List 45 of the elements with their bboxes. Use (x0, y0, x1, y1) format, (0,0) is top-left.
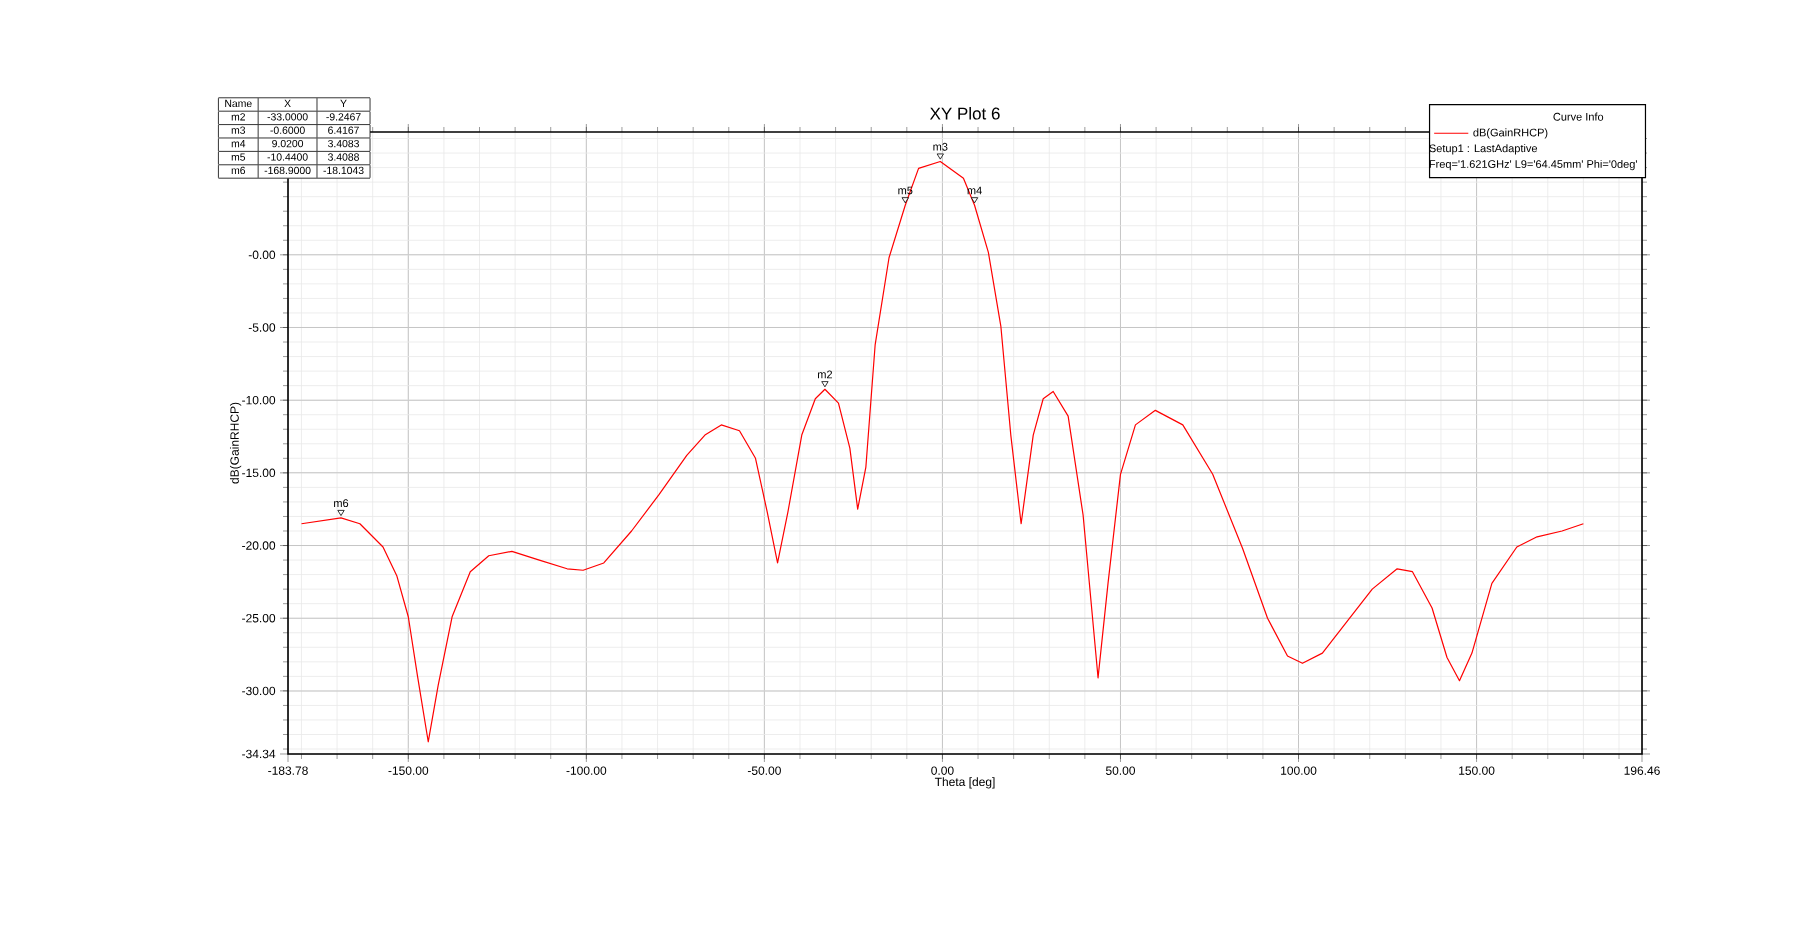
text: -9.2467 (326, 113, 361, 121)
annotation: m3 (933, 142, 948, 151)
x-tick-label: 50.00 (1105, 766, 1136, 775)
x-tick-label: -100.00 (566, 766, 607, 775)
y-tick-label: -15.00 (242, 468, 276, 478)
y-tick-label: -0.00 (248, 250, 276, 260)
annotation: -10.4400 (267, 153, 308, 161)
legend-title: Curve Info (1553, 112, 1604, 121)
text: -33.0000 (267, 113, 308, 121)
y-tick-label: -10.00 (242, 395, 276, 405)
annotation: Setup1 : LastAdaptive (1429, 144, 1538, 155)
x-tick-label: 150.00 (1459, 766, 1495, 775)
x-tick-label: 100.00 (1281, 766, 1317, 775)
y-tick-label: -5.00 (248, 323, 276, 332)
annotation: m2 (818, 370, 833, 379)
text: m3 (231, 126, 246, 134)
annotation: -0.6000 (270, 126, 305, 134)
annotation: -18.1043 (323, 166, 364, 175)
x-tick-label: -150.00 (388, 766, 429, 775)
text: m4 (231, 140, 246, 148)
text: Y (340, 99, 347, 107)
annotation: 3.4088 (328, 153, 359, 161)
text: dB(GainRHCP) (1473, 128, 1548, 139)
x-axis-title: Theta [deg] (934, 777, 995, 789)
x-tick-label: 196.46 (1624, 766, 1660, 775)
text: m2 (231, 113, 245, 121)
text: Name (225, 99, 252, 108)
y-tick-label: -20.00 (242, 541, 276, 550)
x-tick-label: -50.00 (747, 766, 781, 775)
text: m6 (231, 166, 246, 175)
x-tick-label: 0.00 (931, 766, 954, 775)
annotation: m6 (334, 499, 349, 508)
x-tick-label: -183.78 (268, 766, 308, 775)
y-tick-label: -25.00 (242, 613, 276, 623)
y-tick-label: -30.00 (242, 686, 276, 696)
text: X (284, 99, 291, 107)
annotation: -168.9000 (264, 166, 311, 175)
annotation: 6.4167 (328, 126, 359, 134)
text: m5 (231, 153, 246, 161)
chart-title: XY Plot 6 (929, 107, 1000, 120)
annotation: 3.4083 (328, 139, 359, 148)
annotation: Freq='1.621GHz' L9='64.45mm' Phi='0deg' (1429, 159, 1637, 171)
annotation: 9.0200 (272, 139, 304, 148)
y-tick-label: -34.34 (242, 749, 276, 759)
y-axis-title: dB(GainRHCP) (229, 402, 242, 484)
